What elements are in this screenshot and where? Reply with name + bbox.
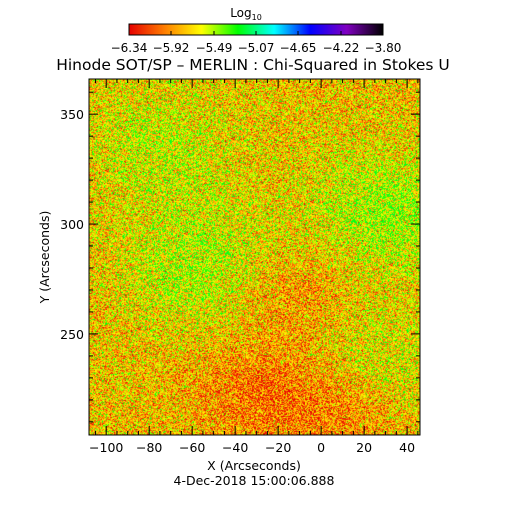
axis-ticks: −100 −80 −60 −40 −20 0 20 40 250 300 350	[60, 79, 420, 455]
timestamp: 4-Dec-2018 15:00:06.888	[174, 473, 335, 488]
colorbar-tick-label: −4.65	[280, 41, 317, 55]
x-tick-label: −100	[89, 440, 123, 455]
colorbar-tick-label: −6.34	[111, 41, 148, 55]
y-tick-label: 350	[60, 107, 84, 122]
colorbar-tick-label: −3.80	[365, 41, 402, 55]
chart-title: Hinode SOT/SP – MERLIN : Chi-Squared in …	[56, 56, 450, 74]
x-tick-label: −20	[265, 440, 291, 455]
colorbar-label: Log10	[230, 6, 262, 22]
colorbar-tick-label: −5.07	[238, 41, 275, 55]
x-tick-label: −40	[222, 440, 248, 455]
x-tick-label: −80	[136, 440, 162, 455]
plot-frame	[88, 78, 421, 436]
x-tick-label: 0	[317, 440, 325, 455]
heatmap-image	[89, 79, 420, 435]
x-axis-title: X (Arcseconds)	[207, 458, 301, 473]
x-tick-label: 40	[399, 440, 415, 455]
colorbar-tick-label: −4.22	[323, 41, 360, 55]
x-tick-label: −60	[179, 440, 205, 455]
y-tick-label: 250	[60, 327, 84, 342]
y-axis-title: Y (Arcseconds)	[37, 211, 52, 305]
x-tick-label: 20	[356, 440, 372, 455]
colorbar-tick-label: −5.92	[153, 41, 190, 55]
colorbar-tick-label: −5.49	[196, 41, 233, 55]
y-tick-label: 300	[60, 217, 84, 232]
colorbar-ticks: −6.34 −5.92 −5.49 −5.07 −4.65 −4.22 −3.80	[111, 31, 402, 55]
